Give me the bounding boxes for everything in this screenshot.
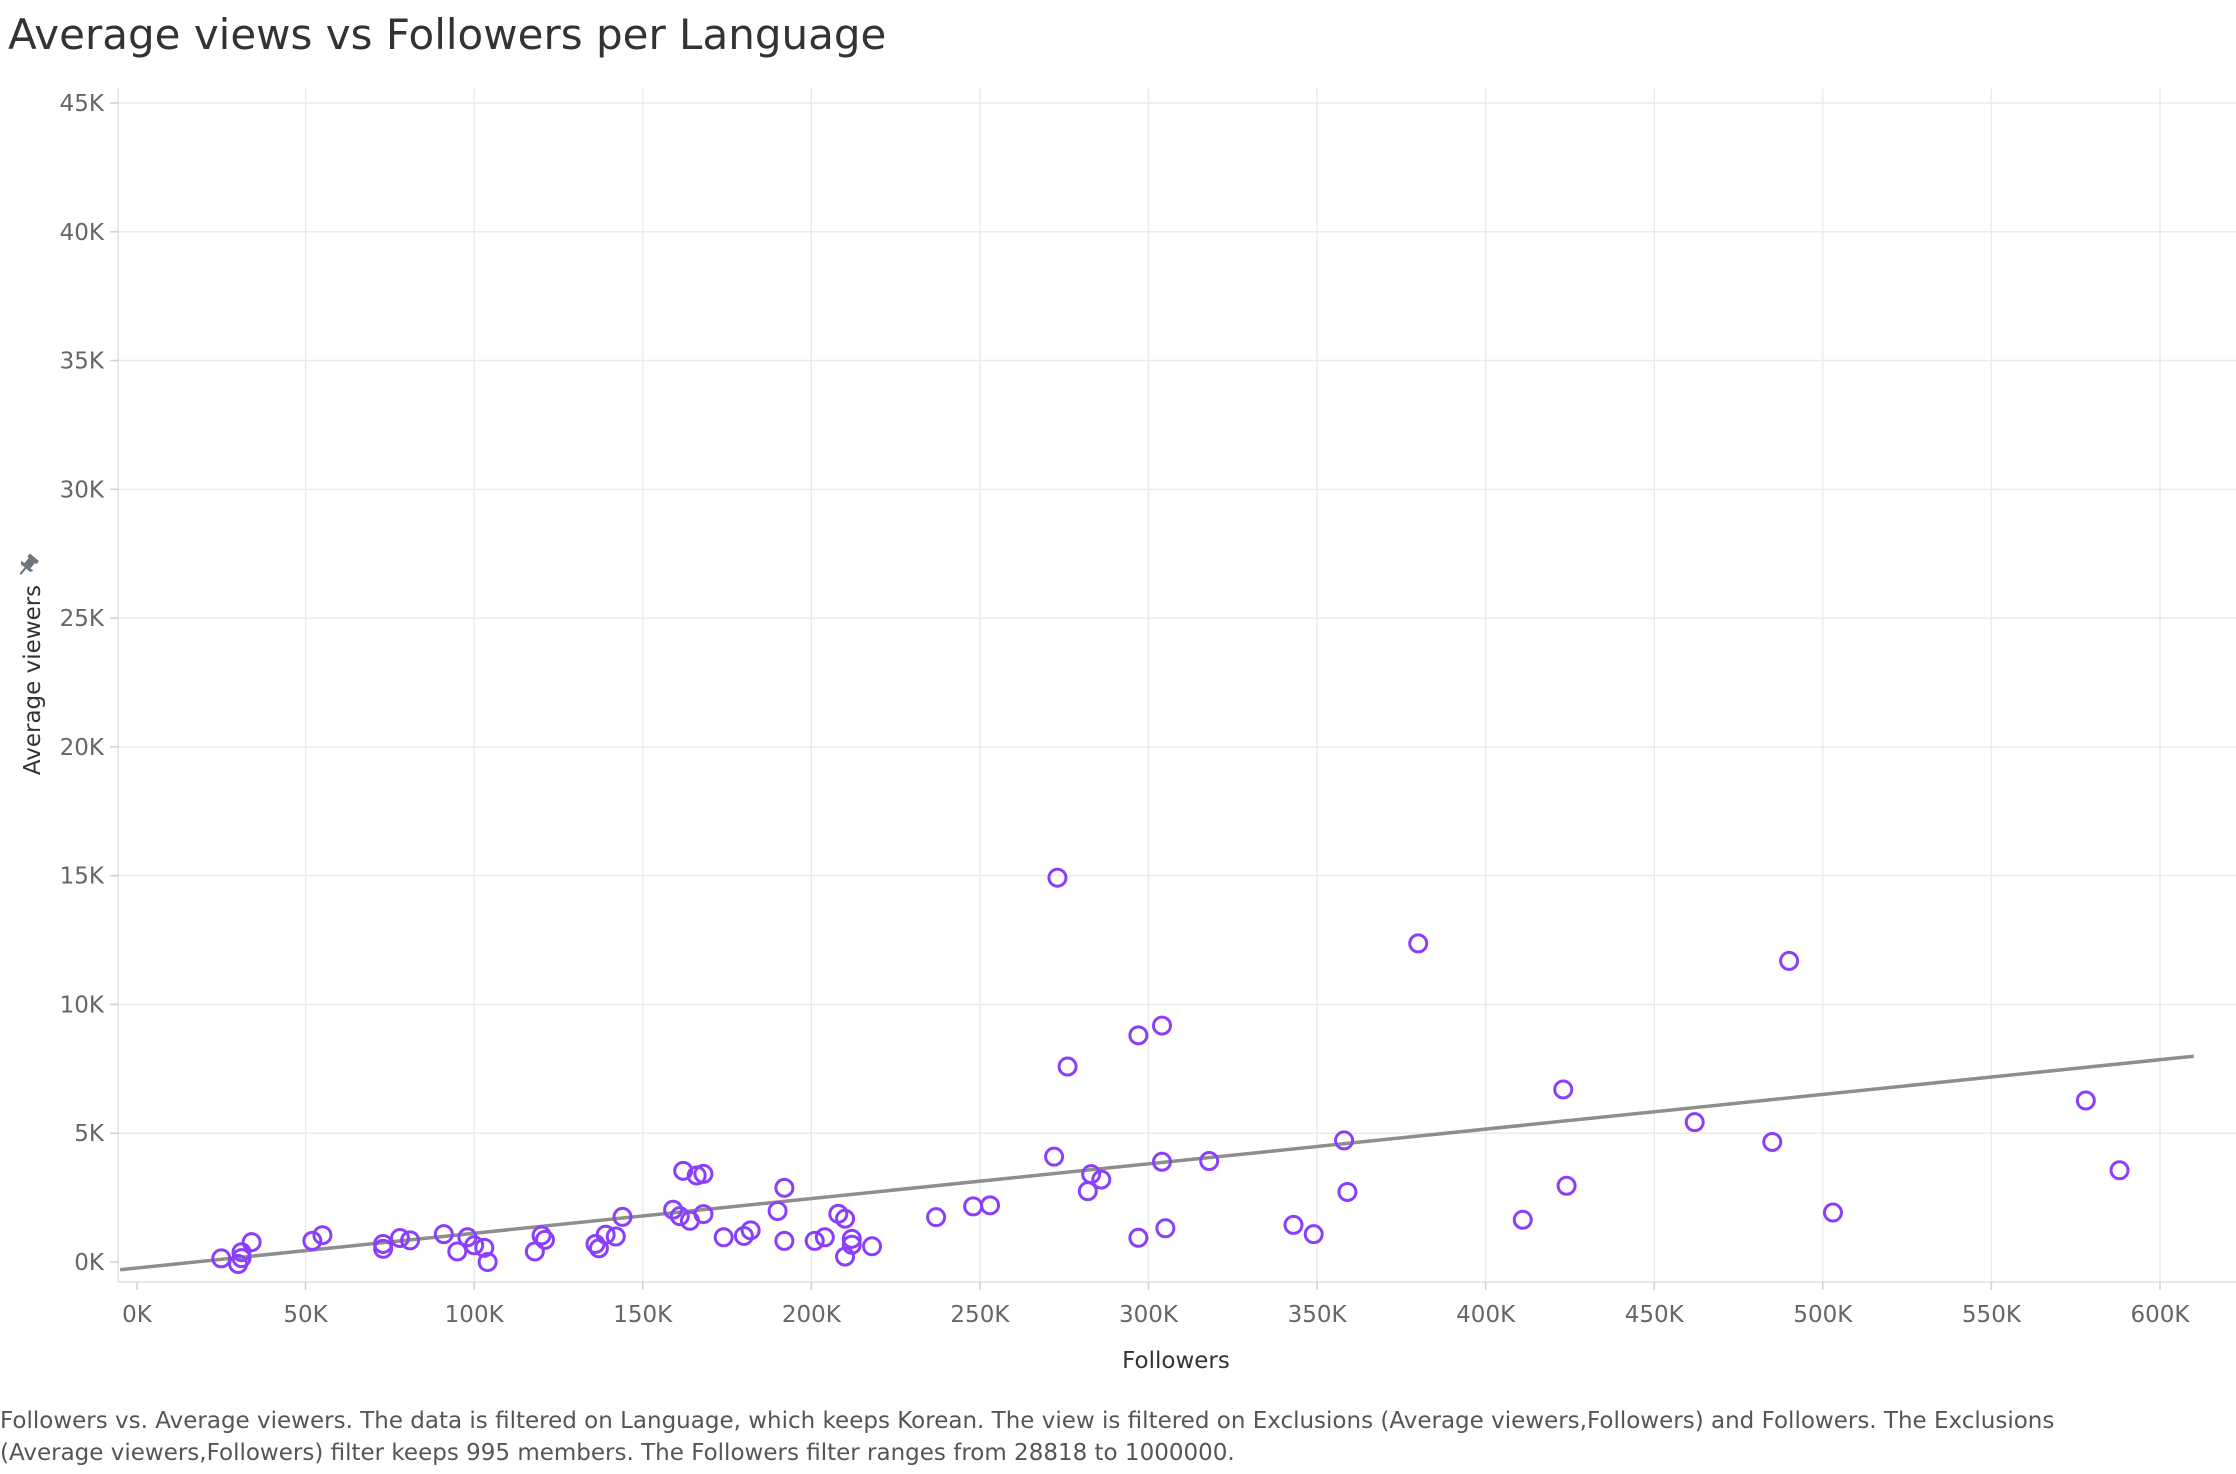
data-point[interactable] xyxy=(1334,1130,1355,1151)
x-tick-label: 500K xyxy=(1793,1302,1853,1328)
data-point[interactable] xyxy=(231,1248,252,1269)
y-tick-label: 10K xyxy=(60,992,105,1018)
data-point[interactable] xyxy=(693,1163,714,1184)
data-point[interactable] xyxy=(241,1232,262,1253)
data-point[interactable] xyxy=(693,1204,714,1225)
x-axis-title: Followers xyxy=(1122,1348,1230,1374)
chart-title: Average views vs Followers per Language xyxy=(8,10,887,59)
y-tick-label: 35K xyxy=(60,349,105,375)
y-tick-label: 15K xyxy=(60,864,105,890)
data-point[interactable] xyxy=(980,1195,1001,1216)
y-axis-title: Average viewers xyxy=(20,585,46,775)
data-point[interactable] xyxy=(1822,1202,1843,1223)
data-point[interactable] xyxy=(1091,1169,1112,1190)
data-point[interactable] xyxy=(1128,1025,1149,1046)
data-point[interactable] xyxy=(1779,950,1800,971)
data-point[interactable] xyxy=(1199,1151,1220,1172)
data-point[interactable] xyxy=(1556,1175,1577,1196)
data-point[interactable] xyxy=(1512,1209,1533,1230)
data-points xyxy=(211,867,2130,1275)
data-point[interactable] xyxy=(1408,933,1429,954)
data-point[interactable] xyxy=(1128,1227,1149,1248)
data-point[interactable] xyxy=(862,1236,883,1257)
y-tick-label: 20K xyxy=(60,735,105,761)
y-tick-label: 30K xyxy=(60,477,105,503)
data-point[interactable] xyxy=(1155,1218,1176,1239)
data-point[interactable] xyxy=(814,1227,835,1248)
data-point[interactable] xyxy=(1303,1224,1324,1245)
data-point[interactable] xyxy=(1762,1131,1783,1152)
data-point[interactable] xyxy=(1151,1151,1172,1172)
x-tick-label: 50K xyxy=(283,1302,328,1328)
data-point[interactable] xyxy=(531,1225,552,1246)
x-tick-label: 150K xyxy=(613,1302,673,1328)
data-point[interactable] xyxy=(1684,1112,1705,1133)
x-tick-label: 450K xyxy=(1625,1302,1685,1328)
data-point[interactable] xyxy=(211,1248,232,1269)
horizontal-gridlines xyxy=(118,102,2236,1134)
data-point[interactable] xyxy=(477,1252,498,1272)
trend-line xyxy=(119,1054,2194,1272)
data-point[interactable] xyxy=(1044,1146,1065,1167)
x-tick-label: 300K xyxy=(1119,1302,1179,1328)
data-point[interactable] xyxy=(464,1235,485,1256)
x-tick-label: 100K xyxy=(445,1302,505,1328)
data-point[interactable] xyxy=(2109,1160,2130,1181)
data-point[interactable] xyxy=(1553,1079,1574,1100)
data-point[interactable] xyxy=(400,1230,421,1251)
data-point[interactable] xyxy=(804,1230,825,1251)
x-tick-label: 550K xyxy=(1962,1302,2022,1328)
data-point[interactable] xyxy=(1283,1214,1304,1235)
data-point[interactable] xyxy=(474,1237,495,1258)
data-point[interactable] xyxy=(2075,1090,2096,1111)
data-point[interactable] xyxy=(595,1224,616,1245)
y-tick-label: 5K xyxy=(74,1121,105,1147)
y-tick-label: 45K xyxy=(60,91,105,117)
data-point[interactable] xyxy=(740,1220,761,1241)
data-point[interactable] xyxy=(774,1230,795,1251)
data-point[interactable] xyxy=(524,1241,545,1262)
x-tick-label: 400K xyxy=(1456,1302,1516,1328)
data-point[interactable] xyxy=(1337,1181,1358,1202)
x-axis-ticks: 0K 50K 100K 150K 200K 250K 300K 350K 400K 450K 500… xyxy=(122,1282,2190,1328)
chart-caption: Followers vs. Average viewers. The data … xyxy=(0,1408,2055,1466)
x-tick-label: 350K xyxy=(1288,1302,1348,1328)
data-point[interactable] xyxy=(926,1207,947,1228)
data-point[interactable] xyxy=(534,1229,555,1250)
data-point[interactable] xyxy=(835,1208,856,1229)
scatter-chart: 0K 50K 100K 150K 200K 250K 300K 350K 400K 450K 500… xyxy=(14,88,2236,1374)
y-tick-label: 0K xyxy=(74,1250,105,1276)
data-point[interactable] xyxy=(767,1201,788,1222)
data-point[interactable] xyxy=(312,1225,333,1246)
x-tick-label: 200K xyxy=(782,1302,842,1328)
data-point[interactable] xyxy=(841,1228,862,1249)
data-point[interactable] xyxy=(774,1177,795,1198)
data-point[interactable] xyxy=(841,1234,862,1255)
y-tick-label: 40K xyxy=(60,220,105,246)
data-point[interactable] xyxy=(612,1206,633,1227)
y-axis-ticks: 0K 5K 10K 15K 20K 25K 30K 35K 40K 45K xyxy=(60,91,118,1276)
data-point[interactable] xyxy=(605,1226,626,1247)
data-point[interactable] xyxy=(669,1206,690,1227)
pin-icon[interactable] xyxy=(14,552,40,579)
data-point[interactable] xyxy=(963,1196,984,1217)
x-tick-label: 250K xyxy=(950,1302,1010,1328)
data-point[interactable] xyxy=(713,1227,734,1248)
data-point[interactable] xyxy=(389,1228,410,1249)
data-point[interactable] xyxy=(1151,1015,1172,1036)
vertical-gridlines xyxy=(304,88,2161,1282)
data-point[interactable] xyxy=(673,1160,694,1181)
data-point[interactable] xyxy=(302,1230,323,1251)
data-point[interactable] xyxy=(231,1242,252,1263)
data-point[interactable] xyxy=(447,1241,468,1262)
y-tick-label: 25K xyxy=(60,606,105,632)
data-point[interactable] xyxy=(1057,1056,1078,1077)
data-point[interactable] xyxy=(1081,1164,1102,1185)
x-tick-label: 0K xyxy=(122,1302,153,1328)
x-tick-label: 600K xyxy=(2131,1302,2191,1328)
data-point[interactable] xyxy=(373,1233,394,1254)
data-point[interactable] xyxy=(433,1224,454,1245)
data-point[interactable] xyxy=(1047,867,1068,888)
